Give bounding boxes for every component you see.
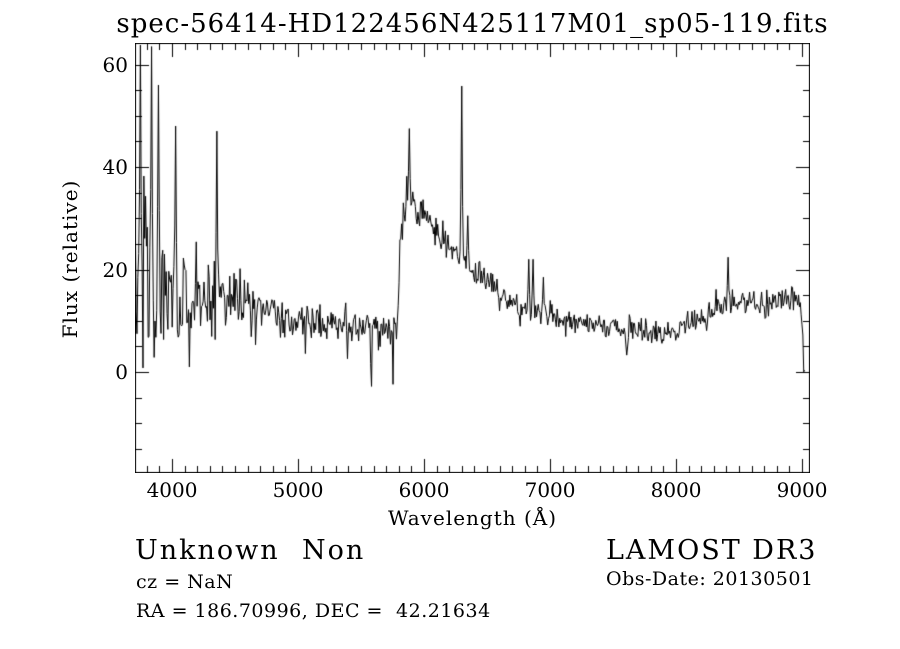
y-tick-label: 60 [102,52,128,77]
x-tick-label: 6000 [398,478,450,502]
x-tick-label: 9000 [776,478,828,502]
subclass-label: Non [302,535,366,566]
x-tick-label: 8000 [650,478,702,502]
cz-value-text: cz = NaN [136,571,234,593]
classification-label: Unknown [135,535,280,566]
x-axis-label: Wavelength (Å) [387,506,558,530]
obs-date-text: Obs-Date: 20130501 [606,568,814,590]
y-tick-label: 0 [115,360,128,385]
plot-title: spec-56414-HD122456N425117M01_sp05-119.f… [116,9,829,39]
x-tick-label: 4000 [146,478,198,502]
ra-dec-text: RA = 186.70996, DEC = 42.21634 [136,600,491,622]
x-tick-label: 7000 [524,478,576,502]
y-tick-label: 40 [102,155,128,180]
survey-release-label: LAMOST DR3 [606,535,818,566]
spectrum-plot-canvas [135,43,810,473]
y-tick-label: 20 [102,257,128,282]
x-tick-label: 5000 [272,478,324,502]
